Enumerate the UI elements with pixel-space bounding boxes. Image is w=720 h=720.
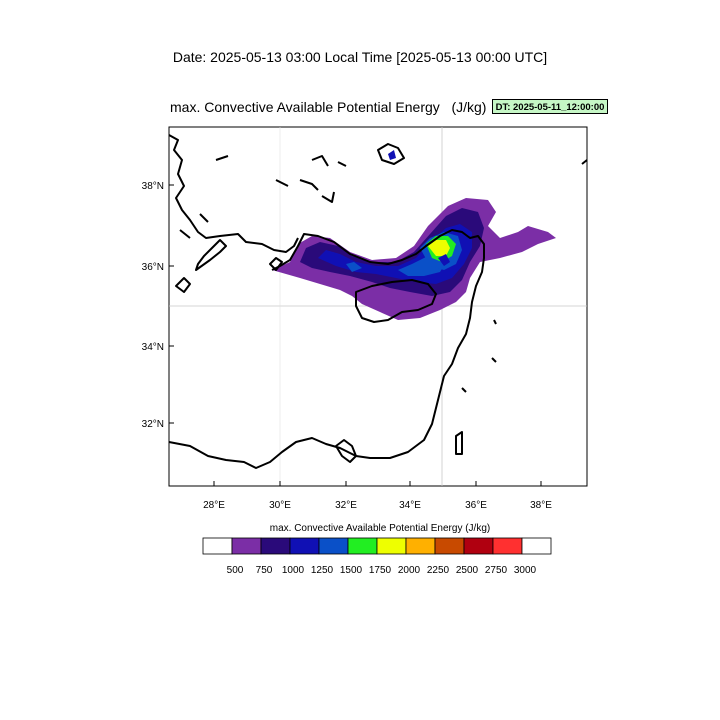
colorbar-swatch <box>202 537 233 555</box>
cape-contour-1750 <box>428 240 450 256</box>
coastlines <box>168 134 588 469</box>
colorbar-swatch <box>260 537 291 555</box>
colorbar-level-label: 1250 <box>310 565 334 576</box>
colorbar-swatch <box>376 537 407 555</box>
colorbar-swatch <box>463 537 494 555</box>
coastline-western-anatolia <box>168 134 299 253</box>
colorbar-level-label: 750 <box>255 565 273 576</box>
colorbar-swatch <box>231 537 262 555</box>
colorbar-level-label: 2000 <box>397 565 421 576</box>
lat-tick-label: 34°N <box>142 342 164 353</box>
coastline-rhodes <box>269 257 283 271</box>
colorbar-level-label: 2500 <box>455 565 479 576</box>
lat-tick-label: 38°N <box>142 181 164 192</box>
lon-tick-label: 32°E <box>335 500 357 511</box>
lon-tick-label: 28°E <box>203 500 225 511</box>
colorbar-level-label: 2750 <box>484 565 508 576</box>
coastline-africa-levant <box>168 229 485 469</box>
coastline-cyprus <box>355 279 437 323</box>
lon-tick-label: 36°E <box>465 500 487 511</box>
dt-badge: DT: 2025-05-11_12:00:00 <box>492 99 608 114</box>
cape-contour-1000-small <box>388 150 396 160</box>
colorbar-level-label: 1500 <box>339 565 363 576</box>
coastline-sinai-islands <box>455 319 497 455</box>
map-title: max. Convective Available Potential Ener… <box>170 99 487 115</box>
coastline-black-sea-bits <box>337 159 588 167</box>
lon-tick-label: 30°E <box>269 500 291 511</box>
colorbar-swatch <box>405 537 436 555</box>
colorbar-level-label: 1000 <box>281 565 305 576</box>
date-title: Date: 2025-05-13 03:00 Local Time [2025-… <box>172 49 548 65</box>
coastline-island-3 <box>377 143 405 165</box>
colorbar-level-label: 500 <box>226 565 244 576</box>
colorbar-level-label: 3000 <box>513 565 537 576</box>
colorbar-swatch <box>347 537 378 555</box>
coastline-island-1 <box>175 277 191 293</box>
cape-contour-1250-c <box>438 254 450 266</box>
lat-tick-label: 32°N <box>142 419 164 430</box>
colorbar-swatch <box>318 537 349 555</box>
coastline-crete <box>195 239 227 271</box>
colorbar-title: max. Convective Available Potential Ener… <box>269 523 491 534</box>
axis-ticks <box>169 184 542 486</box>
lon-tick-label: 34°E <box>399 500 421 511</box>
colorbar-swatch <box>434 537 465 555</box>
colorbar-level-label: 2250 <box>426 565 450 576</box>
cape-contours <box>272 150 556 320</box>
tick-labels: 38°N 36°N 34°N 32°N 28°E 30°E 32°E 34°E … <box>142 181 553 511</box>
colorbar-swatch <box>492 537 523 555</box>
cape-contour-1250 <box>346 252 446 276</box>
colorbar-swatch <box>289 537 320 555</box>
colorbar-level-label: 1750 <box>368 565 392 576</box>
coastline-island-2 <box>179 155 335 239</box>
colorbar-swatch <box>521 537 552 555</box>
coastline-nile-delta <box>335 439 357 463</box>
lon-tick-label: 38°E <box>530 500 552 511</box>
colorbar <box>202 537 552 555</box>
lat-tick-label: 36°N <box>142 262 164 273</box>
